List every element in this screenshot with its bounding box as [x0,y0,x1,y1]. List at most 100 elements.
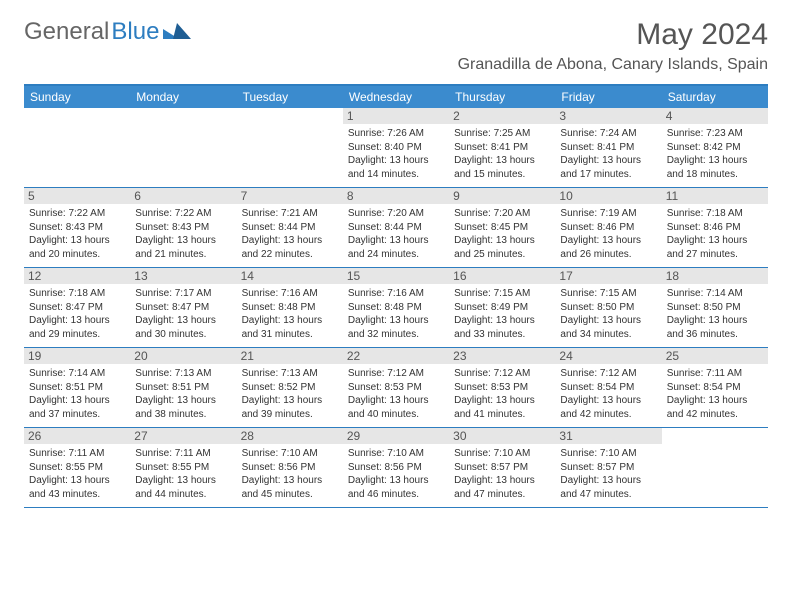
day-details: Sunrise: 7:21 AMSunset: 8:44 PMDaylight:… [242,207,338,261]
date-number: 25 [662,348,768,364]
weekday-header-cell: Monday [130,86,236,108]
date-number: 21 [237,348,343,364]
date-number: 23 [449,348,555,364]
day-details: Sunrise: 7:24 AMSunset: 8:41 PMDaylight:… [560,127,656,181]
date-number: 19 [24,348,130,364]
day-details: Sunrise: 7:25 AMSunset: 8:41 PMDaylight:… [454,127,550,181]
day-cell: 2 Sunrise: 7:25 AMSunset: 8:41 PMDaylight… [449,108,555,187]
empty-cell [130,108,236,187]
date-number: 14 [237,268,343,284]
date-number: 9 [449,188,555,204]
date-number: 3 [555,108,661,124]
empty-cell [662,428,768,507]
day-details: Sunrise: 7:11 AMSunset: 8:55 PMDaylight:… [135,447,231,501]
calendar-table: SundayMondayTuesdayWednesdayThursdayFrid… [24,84,768,508]
date-number: 7 [237,188,343,204]
day-details: Sunrise: 7:16 AMSunset: 8:48 PMDaylight:… [348,287,444,341]
date-number: 13 [130,268,236,284]
day-cell: 31Sunrise: 7:10 AMSunset: 8:57 PMDayligh… [555,428,661,507]
week-row: 5 Sunrise: 7:22 AMSunset: 8:43 PMDaylight… [24,188,768,268]
day-cell: 9 Sunrise: 7:20 AMSunset: 8:45 PMDaylight… [449,188,555,267]
day-cell: 30Sunrise: 7:10 AMSunset: 8:57 PMDayligh… [449,428,555,507]
day-details: Sunrise: 7:12 AMSunset: 8:53 PMDaylight:… [454,367,550,421]
weekday-header-cell: Saturday [662,86,768,108]
day-details: Sunrise: 7:20 AMSunset: 8:44 PMDaylight:… [348,207,444,261]
date-number: 16 [449,268,555,284]
day-cell: 21Sunrise: 7:13 AMSunset: 8:52 PMDayligh… [237,348,343,427]
day-cell: 22 Sunrise: 7:12 AMSunset: 8:53 PMDayligh… [343,348,449,427]
empty-cell [24,108,130,187]
day-details: Sunrise: 7:10 AMSunset: 8:57 PMDaylight:… [454,447,550,501]
date-number: 8 [343,188,449,204]
date-number: 6 [130,188,236,204]
date-number: 27 [130,428,236,444]
day-cell: 25Sunrise: 7:11 AMSunset: 8:54 PMDayligh… [662,348,768,427]
date-number: 22 [343,348,449,364]
day-details: Sunrise: 7:23 AMSunset: 8:42 PMDaylight:… [667,127,763,181]
day-cell: 11 Sunrise: 7:18 AMSunset: 8:46 PMDayligh… [662,188,768,267]
day-cell: 17 Sunrise: 7:15 AMSunset: 8:50 PMDayligh… [555,268,661,347]
day-details: Sunrise: 7:14 AMSunset: 8:51 PMDaylight:… [29,367,125,421]
logo-text-1: General [24,18,109,46]
week-row: 19 Sunrise: 7:14 AMSunset: 8:51 PMDayligh… [24,348,768,428]
day-cell: 10Sunrise: 7:19 AMSunset: 8:46 PMDayligh… [555,188,661,267]
day-details: Sunrise: 7:10 AMSunset: 8:56 PMDaylight:… [242,447,338,501]
weeks-container: 1 Sunrise: 7:26 AMSunset: 8:40 PMDaylight… [24,108,768,508]
day-details: Sunrise: 7:14 AMSunset: 8:50 PMDaylight:… [667,287,763,341]
day-details: Sunrise: 7:18 AMSunset: 8:46 PMDaylight:… [667,207,763,261]
day-details: Sunrise: 7:10 AMSunset: 8:56 PMDaylight:… [348,447,444,501]
day-details: Sunrise: 7:16 AMSunset: 8:48 PMDaylight:… [242,287,338,341]
day-details: Sunrise: 7:26 AMSunset: 8:40 PMDaylight:… [348,127,444,181]
day-details: Sunrise: 7:12 AMSunset: 8:54 PMDaylight:… [560,367,656,421]
date-number: 18 [662,268,768,284]
day-details: Sunrise: 7:22 AMSunset: 8:43 PMDaylight:… [135,207,231,261]
date-number: 17 [555,268,661,284]
day-details: Sunrise: 7:22 AMSunset: 8:43 PMDaylight:… [29,207,125,261]
day-cell: 13 Sunrise: 7:17 AMSunset: 8:47 PMDayligh… [130,268,236,347]
week-row: 1 Sunrise: 7:26 AMSunset: 8:40 PMDaylight… [24,108,768,188]
month-title: May 2024 [458,18,768,52]
day-details: Sunrise: 7:18 AMSunset: 8:47 PMDaylight:… [29,287,125,341]
logo-text-2: Blue [111,18,159,46]
date-number: 5 [24,188,130,204]
date-number: 12 [24,268,130,284]
date-number: 28 [237,428,343,444]
day-cell: 26Sunrise: 7:11 AMSunset: 8:55 PMDayligh… [24,428,130,507]
day-cell: 5 Sunrise: 7:22 AMSunset: 8:43 PMDaylight… [24,188,130,267]
week-row: 26Sunrise: 7:11 AMSunset: 8:55 PMDayligh… [24,428,768,508]
weekday-header-cell: Wednesday [343,86,449,108]
date-number: 11 [662,188,768,204]
day-cell: 18 Sunrise: 7:14 AMSunset: 8:50 PMDayligh… [662,268,768,347]
location-text: Granadilla de Abona, Canary Islands, Spa… [458,56,768,74]
day-cell: 16Sunrise: 7:15 AMSunset: 8:49 PMDayligh… [449,268,555,347]
logo: GeneralBlue [24,18,191,46]
day-details: Sunrise: 7:13 AMSunset: 8:51 PMDaylight:… [135,367,231,421]
day-details: Sunrise: 7:11 AMSunset: 8:55 PMDaylight:… [29,447,125,501]
date-number: 1 [343,108,449,124]
calendar-page: GeneralBlue May 2024 Granadilla de Abona… [0,0,792,508]
weekday-header-cell: Tuesday [237,86,343,108]
day-cell: 12 Sunrise: 7:18 AMSunset: 8:47 PMDayligh… [24,268,130,347]
date-number: 2 [449,108,555,124]
day-cell: 20 Sunrise: 7:13 AMSunset: 8:51 PMDayligh… [130,348,236,427]
date-number: 31 [555,428,661,444]
day-cell: 27 Sunrise: 7:11 AMSunset: 8:55 PMDayligh… [130,428,236,507]
week-row: 12 Sunrise: 7:18 AMSunset: 8:47 PMDayligh… [24,268,768,348]
title-block: May 2024 Granadilla de Abona, Canary Isl… [458,18,768,74]
weekday-header: SundayMondayTuesdayWednesdayThursdayFrid… [24,86,768,108]
date-number: 10 [555,188,661,204]
day-cell: 28 Sunrise: 7:10 AMSunset: 8:56 PMDayligh… [237,428,343,507]
day-cell: 15Sunrise: 7:16 AMSunset: 8:48 PMDayligh… [343,268,449,347]
day-details: Sunrise: 7:17 AMSunset: 8:47 PMDaylight:… [135,287,231,341]
day-cell: 14 Sunrise: 7:16 AMSunset: 8:48 PMDayligh… [237,268,343,347]
day-details: Sunrise: 7:20 AMSunset: 8:45 PMDaylight:… [454,207,550,261]
day-cell: 6 Sunrise: 7:22 AMSunset: 8:43 PMDaylight… [130,188,236,267]
date-number: 4 [662,108,768,124]
day-cell: 19 Sunrise: 7:14 AMSunset: 8:51 PMDayligh… [24,348,130,427]
date-number: 20 [130,348,236,364]
day-details: Sunrise: 7:15 AMSunset: 8:50 PMDaylight:… [560,287,656,341]
day-details: Sunrise: 7:12 AMSunset: 8:53 PMDaylight:… [348,367,444,421]
weekday-header-cell: Thursday [449,86,555,108]
empty-cell [237,108,343,187]
header-row: GeneralBlue May 2024 Granadilla de Abona… [24,18,768,74]
